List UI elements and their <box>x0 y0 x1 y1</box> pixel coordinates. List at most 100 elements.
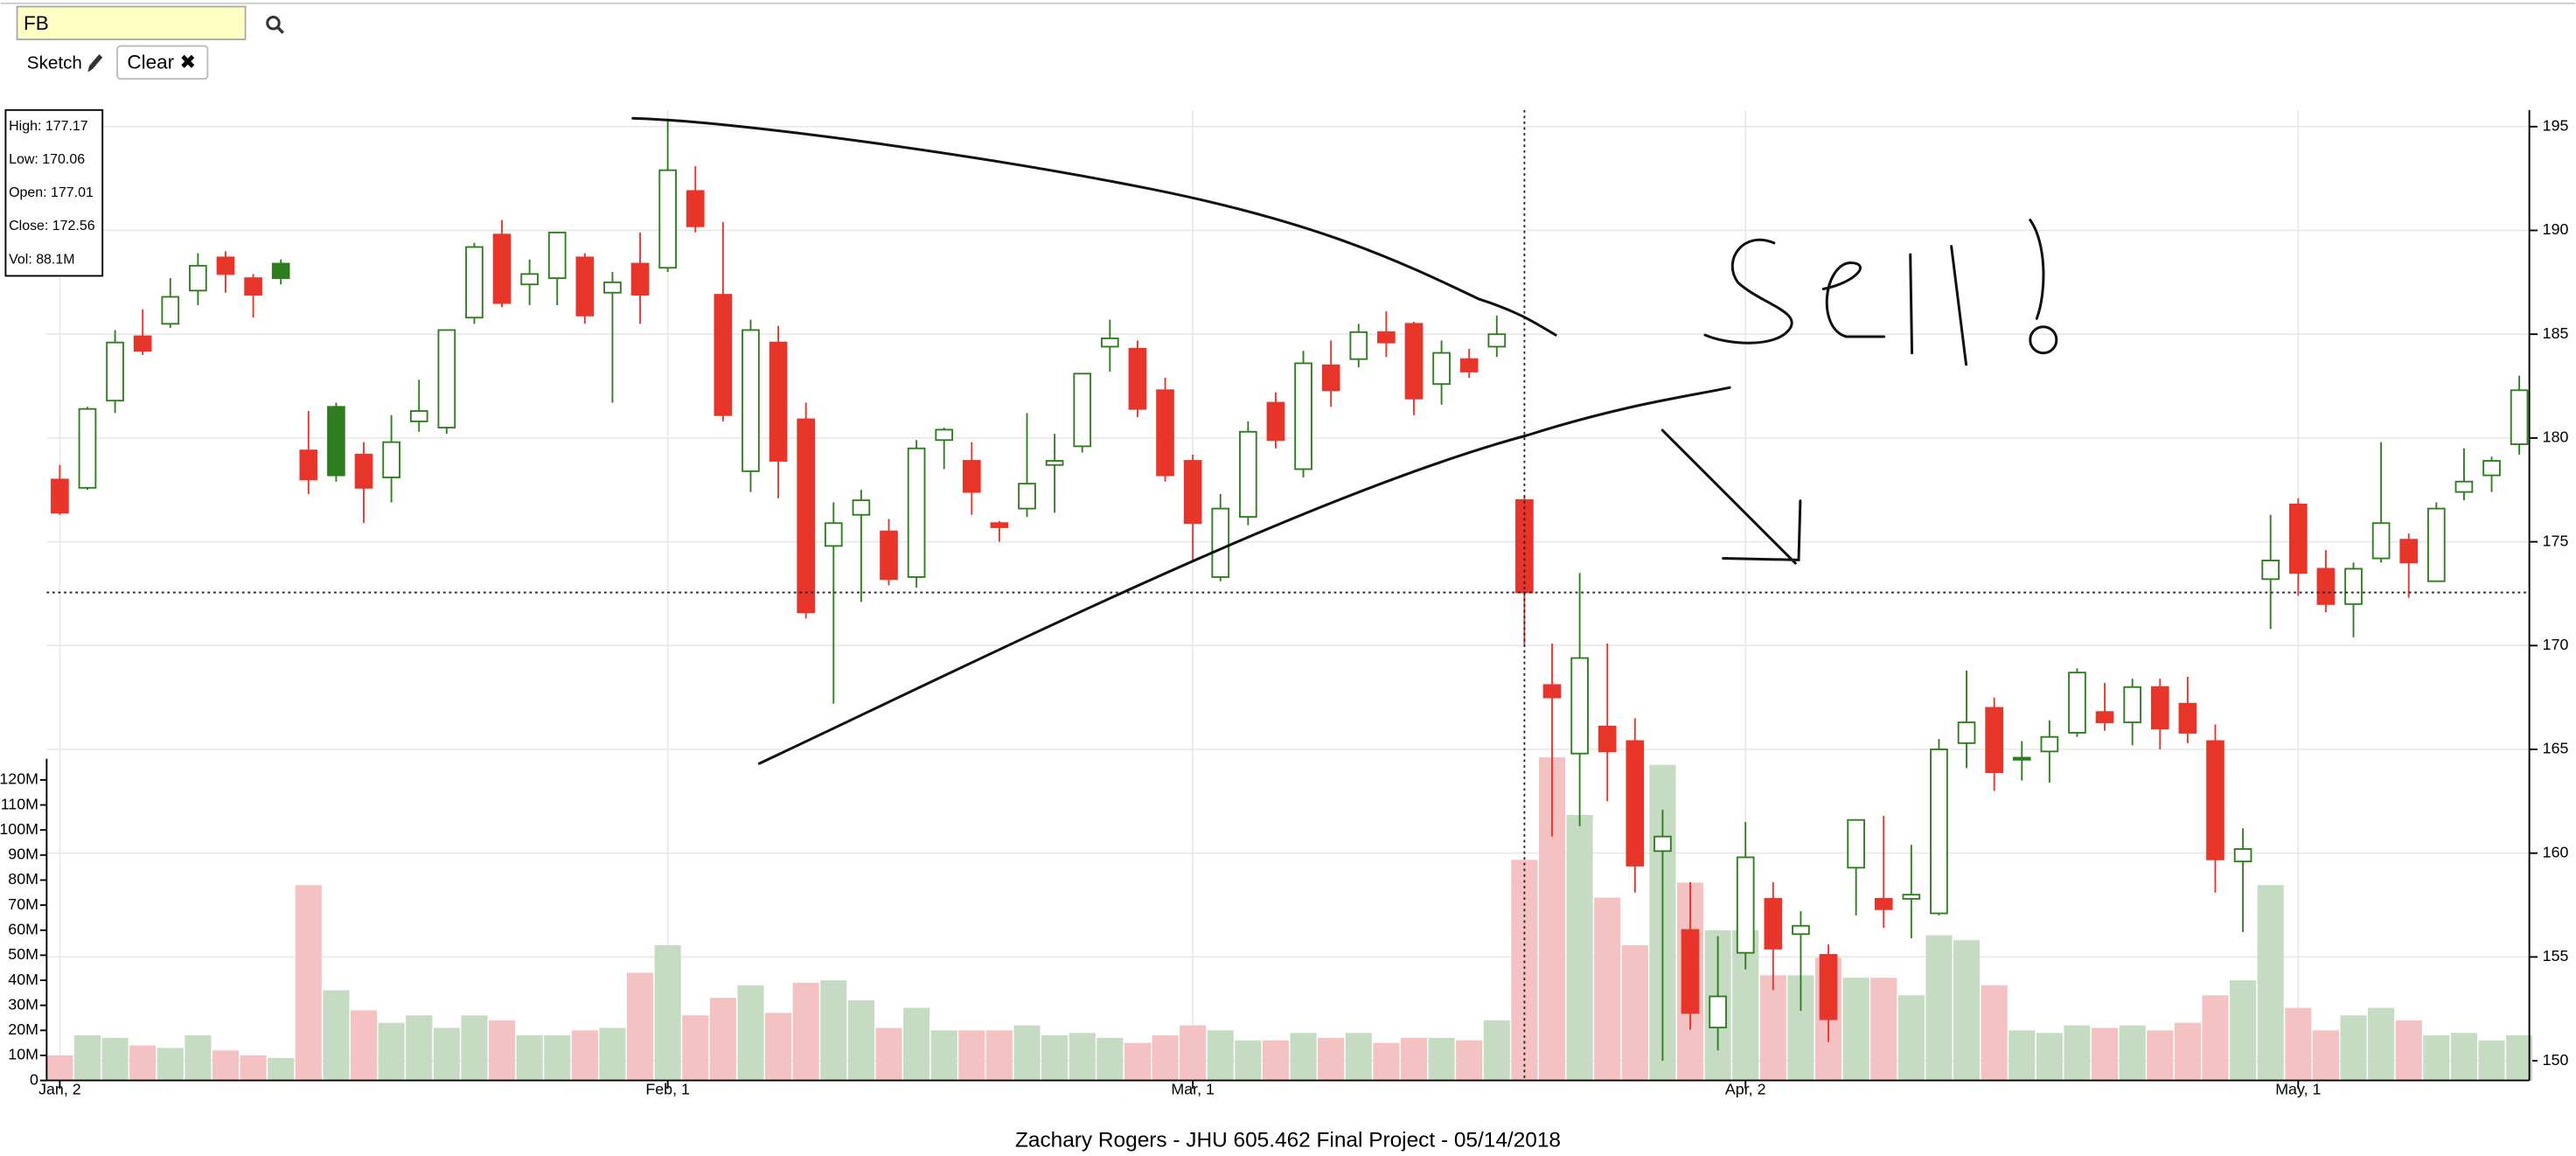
v-tick-label: 60M <box>8 920 38 937</box>
volume-bar <box>350 1010 378 1081</box>
candle-body <box>2095 711 2114 724</box>
v-tick-label: 90M <box>8 846 38 863</box>
candle-body <box>2399 539 2419 564</box>
volume-bar <box>1953 940 1981 1081</box>
volume-bar <box>1897 995 1925 1081</box>
volume-bar <box>1842 978 1869 1081</box>
tooltip-line: High: 177.17 <box>9 119 88 134</box>
candle-body <box>1294 362 1312 470</box>
candle-body <box>658 169 677 269</box>
y-tick-label: 155 <box>2543 947 2569 964</box>
candle-body <box>2454 480 2474 493</box>
candle-body <box>2123 686 2142 724</box>
candle-body <box>1874 897 1893 910</box>
candle-body <box>465 246 484 319</box>
candle-body <box>106 341 124 402</box>
volume-bar <box>599 1027 626 1081</box>
volume-bar <box>2174 1022 2201 1081</box>
volume-bar <box>129 1045 157 1081</box>
candle-body <box>686 190 705 227</box>
volume-bar <box>1456 1040 1483 1081</box>
candle-body <box>2426 507 2446 582</box>
v-tick-label: 110M <box>1 795 38 812</box>
volume-bar <box>378 1022 405 1081</box>
y-tick-label: 150 <box>2543 1051 2569 1069</box>
search-input[interactable] <box>16 5 247 41</box>
candle-body <box>2068 672 2086 734</box>
volume-bar <box>1373 1042 1400 1081</box>
candle-body <box>1404 323 1424 400</box>
candle-body <box>797 418 816 614</box>
volume-bar <box>1013 1025 1041 1081</box>
volume-bar <box>2064 1025 2091 1081</box>
candle-body <box>2206 740 2224 860</box>
volume-bar <box>654 944 681 1081</box>
search-text: FB <box>24 12 49 34</box>
volume-bar <box>268 1057 295 1081</box>
candle-body <box>189 264 207 292</box>
candle-body <box>1681 929 1700 1014</box>
candle-body <box>935 428 954 442</box>
volume-bar <box>958 1030 985 1081</box>
y-tick-label: 175 <box>2543 532 2569 549</box>
candle-body <box>2316 568 2336 605</box>
volume-bar <box>212 1050 240 1081</box>
volume-bar <box>1566 815 1593 1081</box>
volume-bar <box>1069 1033 1096 1081</box>
candle-body <box>1985 707 2003 774</box>
candle-body <box>2178 702 2197 734</box>
candle-body <box>880 530 898 581</box>
volume-bar <box>1483 1020 1510 1081</box>
volume-bar <box>2036 1033 2063 1081</box>
candle-body <box>1654 835 1672 853</box>
volume-bar <box>627 972 654 1081</box>
y-tick-label: 165 <box>2543 740 2569 757</box>
footer: Zachary Rogers - JHU 605.462 Final Proje… <box>1015 1129 1561 1153</box>
volume-bar <box>2202 995 2229 1081</box>
volume-bar <box>1097 1037 1124 1081</box>
candle-body <box>2510 389 2529 445</box>
volume-bar <box>2119 1025 2146 1081</box>
candle-body <box>1073 373 1092 448</box>
y-tick-label: 185 <box>2543 324 2569 342</box>
volume-bar <box>184 1035 212 1081</box>
volume-bar <box>1621 944 1648 1081</box>
clear-button[interactable] <box>116 45 209 80</box>
x-tick-label: May, 1 <box>2275 1081 2321 1098</box>
candle-body <box>1542 684 1562 699</box>
candle-body <box>1101 338 1119 348</box>
candle-body <box>520 273 539 286</box>
volume-bar <box>903 1007 930 1081</box>
v-tick-label: 100M <box>0 820 38 838</box>
search-icon[interactable] <box>266 16 284 34</box>
volume-bar <box>2009 1030 2036 1081</box>
x-tick-label: Feb, 1 <box>645 1081 690 1098</box>
candle-body <box>1349 331 1368 360</box>
candle-body <box>1018 483 1036 510</box>
volume-bar <box>461 1015 488 1081</box>
volume-bar <box>875 1027 902 1081</box>
candle-body <box>2233 847 2252 863</box>
volume-bar <box>2478 1040 2505 1081</box>
pencil-icon <box>87 53 103 73</box>
candle-body <box>1792 924 1810 936</box>
candle-body <box>51 478 69 514</box>
volume-bar <box>1594 897 1621 1081</box>
candle-body <box>244 277 262 296</box>
volume-bar <box>1759 975 1786 1081</box>
candle-body <box>1266 401 1285 442</box>
volume-bar <box>820 980 847 1081</box>
candle-body <box>409 410 428 422</box>
volume-bar <box>2506 1035 2533 1081</box>
candle-body <box>962 460 981 493</box>
volume-bar <box>488 1020 516 1081</box>
sketch-label[interactable]: Sketch <box>27 53 82 73</box>
v-tick-label: 70M <box>8 895 38 913</box>
candle-body <box>354 453 373 489</box>
candle-body <box>1736 856 1755 954</box>
candle-body <box>907 447 926 578</box>
tooltip: High: 177.17 Low: 170.06 Open: 177.01 Close… <box>4 108 104 277</box>
candle-body <box>575 256 595 317</box>
candle-body <box>78 407 97 489</box>
